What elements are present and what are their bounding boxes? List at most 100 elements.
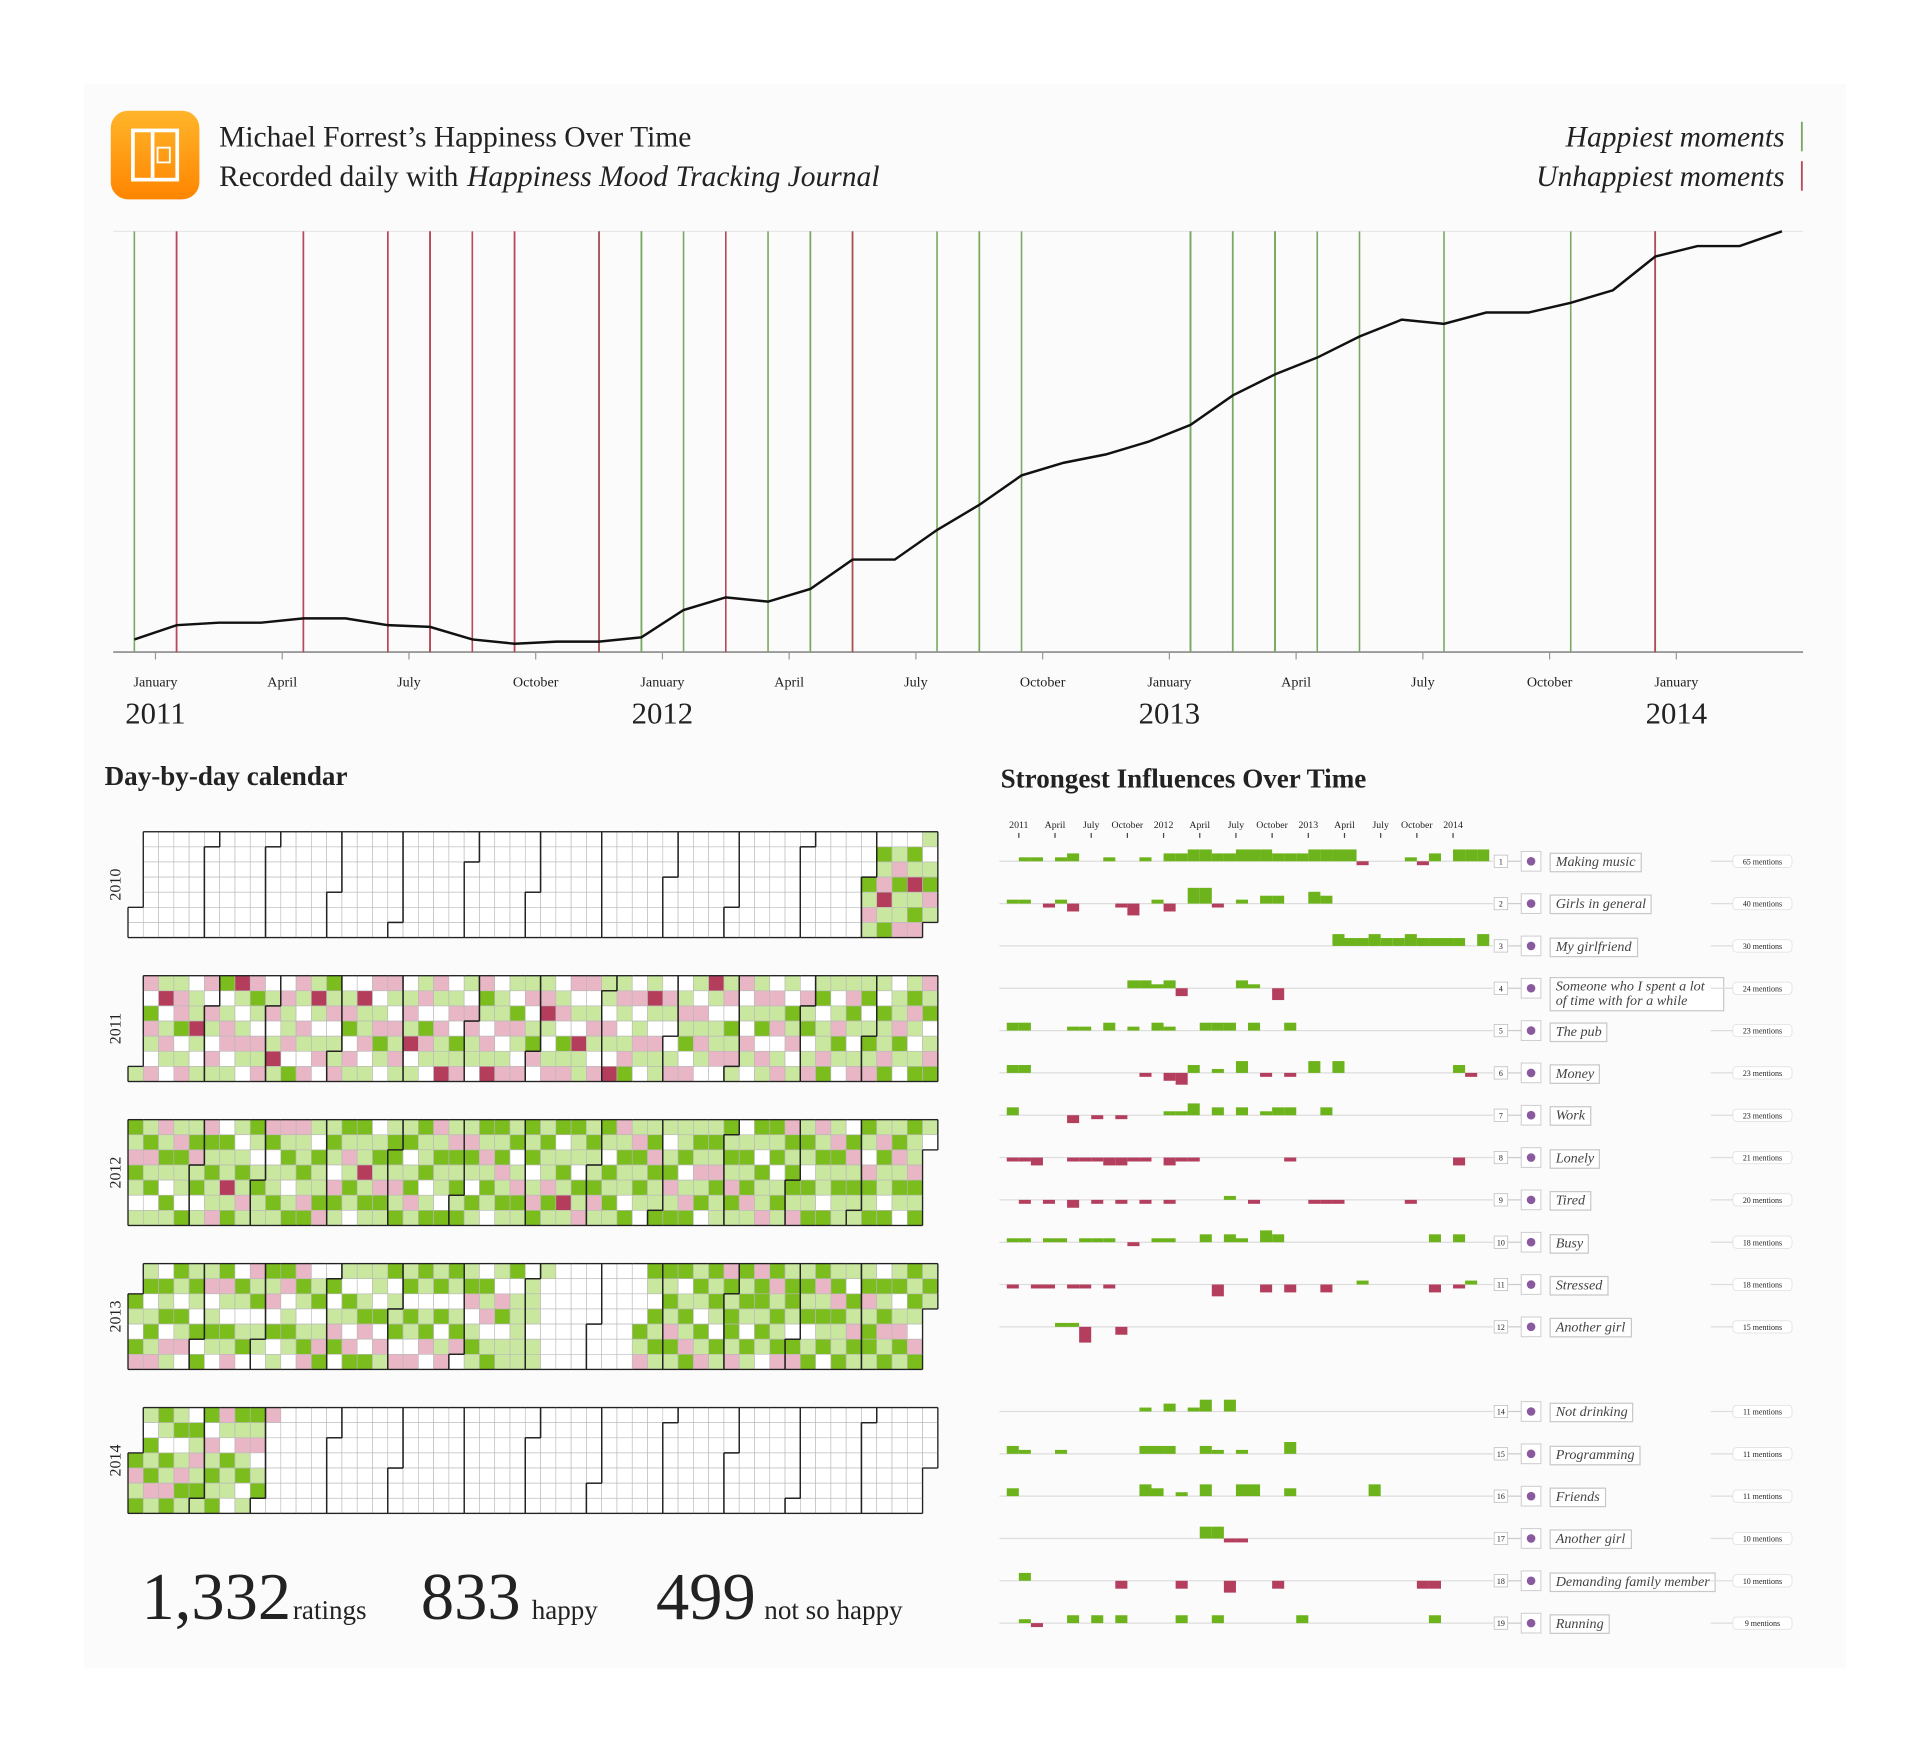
influence-bar: [1428, 853, 1441, 862]
calendar-cell-empty: [570, 876, 587, 893]
calendar-day: [142, 1194, 159, 1211]
calendar-day: [494, 975, 511, 992]
calendar-day: [784, 1338, 801, 1355]
calendar-cell-empty: [509, 1437, 526, 1454]
calendar-day: [891, 1194, 908, 1211]
calendar-day: [418, 1353, 434, 1370]
calendar-day: [341, 1278, 358, 1295]
calendar-cell-empty: [356, 846, 373, 863]
calendar-cell-empty: [326, 846, 343, 863]
calendar-day: [387, 1263, 404, 1280]
mentions: 23 mentions: [1743, 1027, 1782, 1036]
calendar-day: [448, 1323, 465, 1340]
calendar-cell-empty: [861, 846, 878, 863]
calendar-day: [922, 1293, 939, 1310]
calendar-day: [433, 1293, 450, 1310]
calendar-day: [845, 1278, 862, 1295]
calendar-day: [677, 1263, 694, 1280]
calendar-day: [540, 1164, 557, 1181]
calendar-day: [280, 1134, 297, 1151]
calendar-day: [891, 861, 908, 878]
calendar-day: [295, 1210, 312, 1226]
calendar-day: [219, 1308, 236, 1325]
calendar-day: [723, 1005, 740, 1022]
calendar-day: [188, 1164, 205, 1181]
calendar-day: [311, 1323, 327, 1340]
calendar-day: [249, 1119, 266, 1136]
calendar-day: [693, 1278, 709, 1295]
calendar-day: [494, 1050, 511, 1067]
calendar-cell-empty: [234, 907, 251, 923]
influence-label: Money: [1549, 1064, 1601, 1084]
calendar-day: [693, 1323, 709, 1340]
calendar-day: [295, 1179, 312, 1196]
calendar-cell-empty: [677, 861, 694, 878]
calendar-day: [433, 1005, 450, 1022]
calendar-day: [845, 1263, 862, 1280]
calendar-day: [891, 1353, 908, 1370]
calendar-day: [647, 1149, 664, 1166]
calendar-cell-empty: [922, 1437, 939, 1454]
calendar-cell-empty: [341, 1467, 358, 1484]
calendar-day: [188, 1210, 205, 1226]
calendar-day: [861, 990, 878, 1007]
calendar-day: [142, 1035, 159, 1052]
calendar-day: [418, 1308, 434, 1325]
calendar-day: [433, 1119, 450, 1136]
calendar-day: [509, 1020, 526, 1037]
mentions-box: [1732, 1278, 1793, 1292]
calendar-day: [906, 1194, 923, 1211]
x-tick-label: October: [1527, 675, 1573, 691]
calendar-cell-empty: [845, 861, 862, 878]
calendar-day: [570, 975, 587, 992]
calendar-cell-empty: [311, 907, 327, 923]
calendar-cell-empty: [616, 922, 633, 938]
influence-bar: [1067, 1157, 1080, 1162]
mentions: 20 mentions: [1743, 1196, 1782, 1205]
x-tick-label: July: [1083, 820, 1099, 831]
calendar-day: [280, 1179, 297, 1196]
calendar-cell-empty: [341, 1437, 358, 1454]
calendar-day: [204, 1134, 220, 1151]
calendar-cell-empty: [800, 891, 816, 908]
calendar-cell-empty: [830, 1452, 847, 1469]
rank: 7: [1499, 1111, 1503, 1120]
calendar-day: [356, 1005, 373, 1022]
calendar-day: [769, 1194, 786, 1211]
calendar-cell-empty: [463, 907, 480, 923]
calendar-cell-empty: [158, 922, 175, 938]
influence-bar: [1055, 1449, 1068, 1454]
calendar-day: [891, 1293, 908, 1310]
calendar-cell-empty: [418, 922, 434, 938]
calendar-day: [448, 1119, 465, 1136]
calendar-day: [188, 1353, 205, 1370]
mentions-box: [1732, 1108, 1793, 1122]
calendar-cell-empty: [326, 1437, 343, 1454]
calendar-day: [754, 1194, 771, 1211]
influence-bar: [1404, 934, 1417, 946]
calendar-day: [188, 1020, 205, 1037]
subtitle: Recorded daily with Happiness Mood Tracki…: [219, 161, 879, 193]
calendar-day: [708, 1134, 725, 1151]
calendar-cell-empty: [540, 891, 557, 908]
calendar-cell-empty: [570, 1323, 587, 1340]
calendar-day: [647, 975, 664, 992]
calendar-cell-empty: [586, 1263, 602, 1280]
calendar-cell-empty: [219, 907, 236, 923]
calendar-day: [265, 1035, 282, 1052]
calendar-day: [509, 1278, 526, 1295]
calendar-day: [800, 1179, 816, 1196]
calendar-day: [891, 1210, 908, 1226]
calendar-cell-empty: [708, 922, 725, 938]
calendar-day: [463, 1263, 480, 1280]
calendar-day: [142, 1278, 159, 1295]
calendar-day: [738, 1005, 755, 1022]
calendar-day: [524, 1164, 541, 1181]
calendar-day: [494, 1278, 511, 1295]
calendar-day: [601, 1066, 618, 1082]
calendar-day: [586, 1194, 602, 1211]
calendar-cell-empty: [586, 1497, 602, 1514]
calendar-day: [372, 1293, 389, 1310]
calendar-day: [769, 1323, 786, 1340]
year-label: 2013: [1139, 696, 1201, 730]
